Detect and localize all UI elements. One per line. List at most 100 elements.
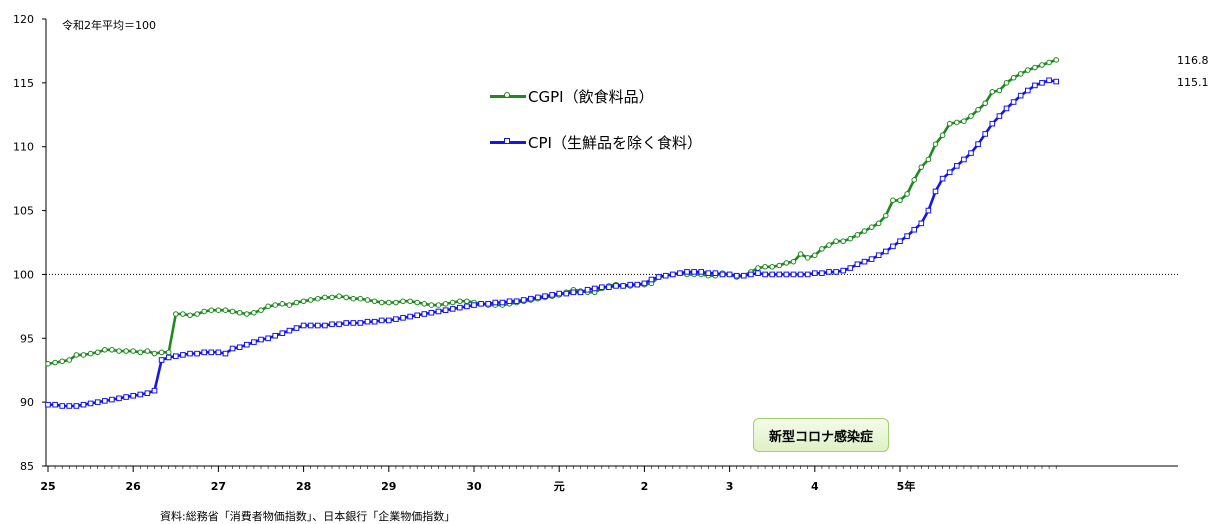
y-tick-label: 110: [13, 141, 34, 154]
data-point: [982, 100, 989, 107]
data-point: [386, 317, 392, 324]
data-point: [733, 272, 740, 279]
data-point: [748, 271, 754, 278]
data-point: [954, 163, 960, 169]
data-point: [350, 320, 357, 326]
data-point: [662, 272, 669, 279]
data-point: [904, 191, 910, 197]
x-tick-label: 元: [554, 480, 565, 493]
data-point: [549, 292, 555, 298]
data-point: [94, 349, 101, 356]
data-point: [875, 252, 882, 259]
data-point: [251, 339, 257, 345]
data-point: [648, 276, 655, 283]
data-point: [73, 352, 80, 358]
data-point: [606, 284, 612, 290]
data-point: [464, 303, 470, 310]
data-point: [961, 118, 967, 124]
data-point: [946, 169, 953, 176]
data-point: [911, 177, 918, 183]
data-point: [655, 274, 662, 280]
data-point: [421, 311, 428, 317]
data-point: [1032, 64, 1038, 71]
data-point: [251, 309, 257, 316]
data-point: [336, 321, 342, 328]
data-point: [329, 321, 335, 328]
data-point: [279, 330, 286, 336]
data-point: [109, 346, 115, 353]
data-point: [804, 255, 811, 261]
data-point: [165, 354, 172, 361]
data-point: [1010, 99, 1017, 105]
data-point: [123, 394, 129, 400]
data-point: [946, 120, 953, 127]
data-point: [286, 302, 293, 308]
data-point: [1025, 87, 1031, 94]
data-point: [123, 348, 129, 354]
data-point: [457, 304, 463, 311]
data-point: [890, 197, 896, 204]
data-point: [144, 390, 151, 397]
data-point: [1039, 80, 1045, 86]
data-point: [1017, 71, 1024, 77]
data-point: [826, 242, 832, 248]
data-point: [790, 271, 797, 278]
data-point: [265, 335, 271, 342]
data-point: [854, 261, 861, 268]
data-point: [556, 290, 563, 297]
data-point: [755, 270, 761, 276]
data-point: [307, 322, 314, 329]
y-tick-label: 100: [13, 268, 34, 281]
data-point: [1046, 77, 1052, 84]
covid-annotation: 新型コロナ感染症: [753, 418, 889, 452]
data-point: [1032, 82, 1038, 89]
data-point: [577, 289, 584, 296]
x-tick-label: 28: [296, 480, 311, 493]
data-point: [173, 311, 179, 317]
data-point: [904, 233, 910, 239]
data-point: [151, 350, 158, 357]
data-point: [45, 401, 51, 408]
data-point: [854, 232, 861, 238]
data-point: [87, 400, 94, 407]
data-point: [428, 302, 435, 308]
data-point: [329, 294, 335, 301]
data-point: [542, 293, 548, 299]
data-point: [45, 361, 51, 367]
data-point: [286, 327, 293, 334]
data-point: [364, 297, 371, 303]
data-point: [258, 307, 264, 313]
data-point: [350, 295, 357, 302]
data-point: [130, 392, 136, 399]
data-point: [584, 286, 591, 293]
data-point: [59, 358, 66, 365]
data-point: [868, 256, 875, 262]
data-point: [641, 280, 648, 287]
data-point: [187, 312, 193, 319]
data-point: [393, 299, 399, 306]
y-tick-label: 85: [20, 460, 34, 473]
data-point: [954, 119, 960, 126]
data-point: [996, 87, 1003, 94]
data-point: [471, 302, 477, 308]
data-point: [492, 299, 499, 306]
data-point: [59, 403, 66, 409]
legend-item-cgpi: CGPI（飲食料品）: [490, 86, 654, 107]
data-point: [897, 238, 903, 245]
data-point: [776, 271, 783, 278]
data-point: [343, 294, 350, 301]
data-point: [378, 317, 385, 324]
data-point: [925, 156, 932, 163]
data-point: [180, 311, 186, 317]
data-point: [293, 325, 300, 331]
data-point: [272, 332, 278, 339]
data-point: [861, 258, 868, 265]
data-point: [130, 348, 136, 354]
data-point: [414, 312, 420, 319]
data-point: [819, 246, 825, 252]
data-point: [840, 267, 847, 274]
data-point: [968, 113, 974, 119]
source-note: 資料:総務省「消費者物価指数」、日本銀行「企業物価指数」: [160, 510, 456, 523]
data-point: [244, 311, 250, 317]
data-point: [322, 294, 328, 301]
